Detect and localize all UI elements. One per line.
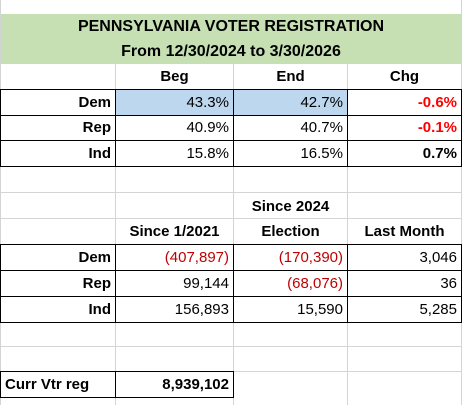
header-last-month: Last Month [364, 223, 445, 240]
bottom-row-label-rep: Rep [82, 274, 111, 292]
bottom-ind-since2021: 156,893 [174, 300, 229, 318]
top-rep-beg: 40.9% [186, 119, 229, 136]
top-row-label-rep: Rep [82, 119, 111, 136]
header-since-2024: Since 2024 [251, 198, 330, 215]
bottom-dem-election: (170,390) [278, 249, 343, 266]
top-dem-chg: -0.6% [417, 93, 457, 111]
bottom-row-label-dem: Dem [78, 249, 111, 266]
bottom-ind-last-month: 5,285 [419, 300, 457, 318]
header-end: End [276, 68, 305, 85]
title-line-1: PENNSYLVANIA VOTER REGISTRATION [1, 14, 461, 39]
bottom-rep-election: (68,076) [287, 274, 343, 292]
header-beg: Beg [160, 68, 189, 85]
bottom-ind-election: 15,590 [297, 300, 343, 318]
top-ind-end: 16.5% [300, 144, 343, 162]
bottom-rep-since2021: 99,144 [183, 274, 229, 292]
title-line-2: From 12/30/2024 to 3/30/2026 [1, 39, 461, 64]
top-row-label-ind: Ind [88, 144, 112, 162]
bottom-row-label-ind: Ind [88, 300, 112, 318]
header-chg: Chg [389, 68, 420, 85]
top-rep-end: 40.7% [300, 119, 343, 136]
top-dem-beg: 43.3% [116, 89, 233, 115]
top-ind-chg: 0.7% [422, 144, 457, 162]
top-ind-beg: 15.8% [186, 144, 229, 162]
top-rep-chg: -0.1% [417, 119, 457, 136]
bottom-rep-last-month: 36 [440, 274, 457, 292]
bottom-dem-since2021: (407,897) [164, 249, 229, 266]
header-election: Election [261, 223, 320, 240]
current-registration-value: 8,939,102 [162, 376, 229, 393]
header-since-2021: Since 1/2021 [129, 223, 220, 240]
top-row-label-dem: Dem [78, 93, 111, 111]
bottom-dem-last-month: 3,046 [419, 249, 457, 266]
top-dem-end: 42.7% [234, 89, 347, 115]
current-registration-label: Curr Vtr reg [5, 376, 90, 393]
